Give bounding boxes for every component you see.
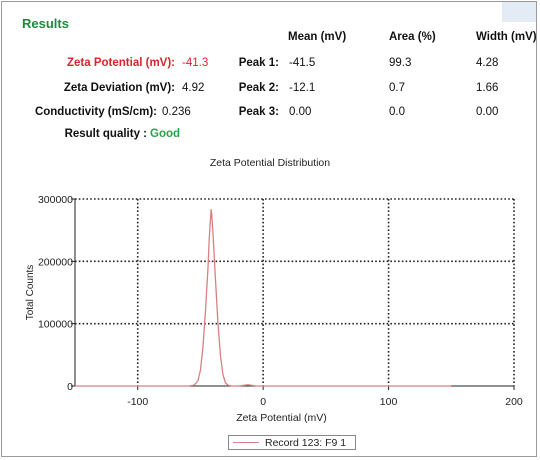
zeta-potential-value: -41.3 [182,57,209,69]
header-area: Area (%) [389,31,436,43]
zeta-deviation-label: Zeta Deviation (mV): [63,82,175,94]
y-tick-label: 100000 [38,319,73,331]
peak-3-label: Peak 3: [238,106,279,118]
x-tick-label: -100 [127,396,148,408]
x-tick-label: 200 [505,396,523,408]
peak-2-area: 0.7 [389,82,405,94]
conductivity-value: 0.236 [162,106,191,118]
legend-series-name: Record 123: F9 1 [265,436,347,449]
peak-3-area: 0.0 [389,106,405,118]
window-corner [502,2,536,22]
peak-3-mean: 0.00 [289,106,312,118]
header-mean: Mean (mV) [288,31,347,43]
chart-labels: -100 0 100 200 0 100000 200000 300000 Zeta Poten… [25,194,523,424]
y-tick-label: 200000 [38,256,73,268]
y-tick-label: 0 [67,381,73,393]
x-tick-label: 0 [260,396,266,408]
peak-1-mean: -41.5 [289,57,316,69]
conductivity-label: Conductivity (mS/cm): [34,106,157,118]
zeta-deviation-value: 4.92 [182,82,205,94]
results-title: Results [22,16,69,31]
chart-series [75,208,452,387]
peak-1-area: 99.3 [389,57,412,69]
legend-swatch [233,442,259,443]
peak-3-width: 0.00 [476,106,499,118]
peak-2-width: 1.66 [476,82,499,94]
result-quality-label: Result quality : [64,128,147,140]
chart-grid [75,198,515,386]
peak-1-width: 4.28 [476,57,499,69]
zeta-potential-label: Zeta Potential (mV): [67,57,175,69]
x-axis-label: Zeta Potential (mV) [236,412,326,424]
header-width: Width (mV) [476,31,537,43]
result-quality-value: Good [150,128,181,140]
x-tick-label: 100 [380,396,398,408]
y-axis-label: Total Counts [25,265,36,321]
peak-2-label: Peak 2: [238,82,279,94]
peak-1-label: Peak 1: [238,57,279,69]
chart-legend: Record 123: F9 1 [228,435,356,450]
series-line-1 [75,208,452,387]
y-tick-label: 300000 [38,194,73,206]
peak-2-mean: -12.1 [289,82,316,94]
chart-title: Zeta Potential Distribution [209,157,331,169]
